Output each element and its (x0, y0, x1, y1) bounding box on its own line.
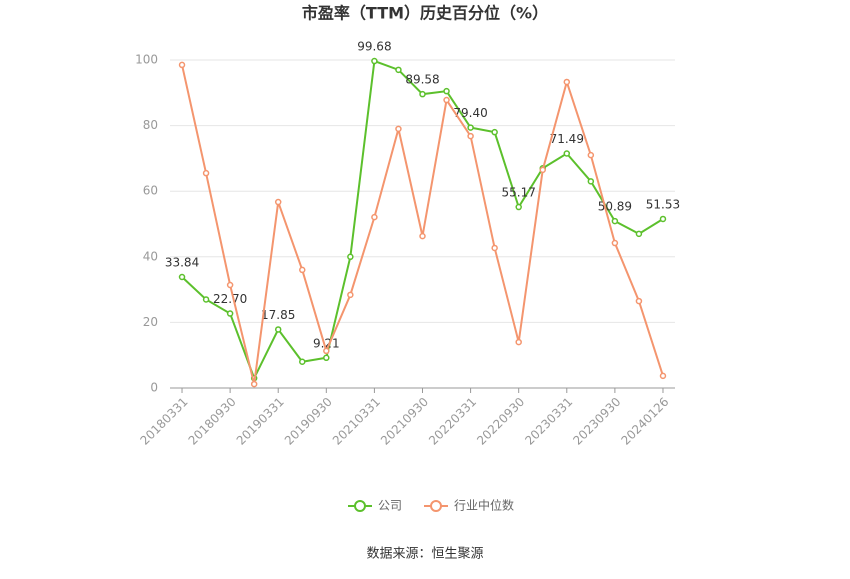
y-tick-label: 60 (143, 184, 158, 198)
x-tick-label: 20180331 (138, 395, 191, 448)
point (515, 203, 522, 211)
data-label: 51.53 (646, 197, 680, 211)
point (274, 326, 282, 333)
x-tick-label: 20220331 (426, 395, 479, 448)
point (419, 232, 426, 240)
point (587, 151, 595, 159)
data-label: 89.58 (405, 73, 439, 87)
series-line (181, 64, 664, 385)
point (491, 128, 498, 136)
data-label: 79.40 (453, 106, 487, 120)
point (299, 266, 306, 274)
x-tick-label: 20190930 (282, 395, 335, 448)
legend-marker (430, 500, 442, 512)
x-tick-label: 20180930 (186, 395, 239, 448)
legend-marker (354, 500, 366, 512)
x-tick-label: 20190331 (234, 395, 287, 448)
x-tick-label: 20230930 (570, 395, 623, 448)
point (323, 347, 330, 355)
point (371, 213, 378, 221)
data-label: 17.85 (261, 308, 295, 322)
data-label: 9.21 (313, 336, 340, 350)
point (659, 372, 667, 380)
point (611, 217, 619, 225)
data-label: 55.17 (502, 186, 536, 200)
series-line (181, 59, 664, 381)
point (371, 57, 378, 65)
point (443, 87, 450, 95)
point (395, 66, 402, 74)
x-tick-label: 20210930 (378, 395, 431, 448)
legend-label: 行业中位数 (454, 498, 514, 513)
point (178, 61, 186, 69)
y-tick-label: 80 (143, 118, 158, 132)
point (563, 78, 571, 86)
x-tick-label: 20230331 (522, 395, 575, 448)
point (226, 310, 234, 317)
chart-title: 市盈率（TTM）历史百分位（%） (302, 4, 548, 23)
point (635, 297, 643, 305)
point (202, 296, 210, 303)
point (515, 338, 522, 346)
point (178, 273, 186, 281)
legend-label: 公司 (378, 499, 402, 513)
data-label: 33.84 (165, 256, 199, 270)
point (563, 150, 571, 157)
x-tick-label: 20220930 (474, 395, 527, 448)
x-tick-label: 20210331 (330, 395, 383, 448)
point (587, 178, 595, 185)
point (443, 96, 450, 104)
point (539, 166, 546, 174)
point (635, 230, 643, 238)
point (347, 291, 354, 299)
y-tick-label: 20 (143, 315, 158, 329)
data-label: 99.68 (357, 40, 391, 54)
point (419, 90, 426, 98)
point (299, 358, 306, 366)
point (274, 198, 282, 206)
point (395, 125, 402, 133)
data-label: 71.49 (550, 132, 584, 146)
point (226, 281, 234, 289)
data-label: 22.70 (213, 292, 247, 306)
source: 数据来源：恒生聚源 (366, 547, 483, 562)
point (347, 253, 354, 261)
x-tick-label: 20240126 (618, 395, 671, 448)
point (659, 215, 667, 223)
point (467, 132, 474, 140)
point (491, 244, 498, 252)
point (467, 124, 474, 131)
y-tick-label: 100 (135, 53, 158, 67)
y-tick-label: 40 (143, 249, 158, 263)
point (323, 354, 330, 362)
point (611, 239, 619, 247)
point (250, 380, 258, 388)
point (202, 169, 210, 177)
y-tick-label: 0 (150, 381, 158, 395)
